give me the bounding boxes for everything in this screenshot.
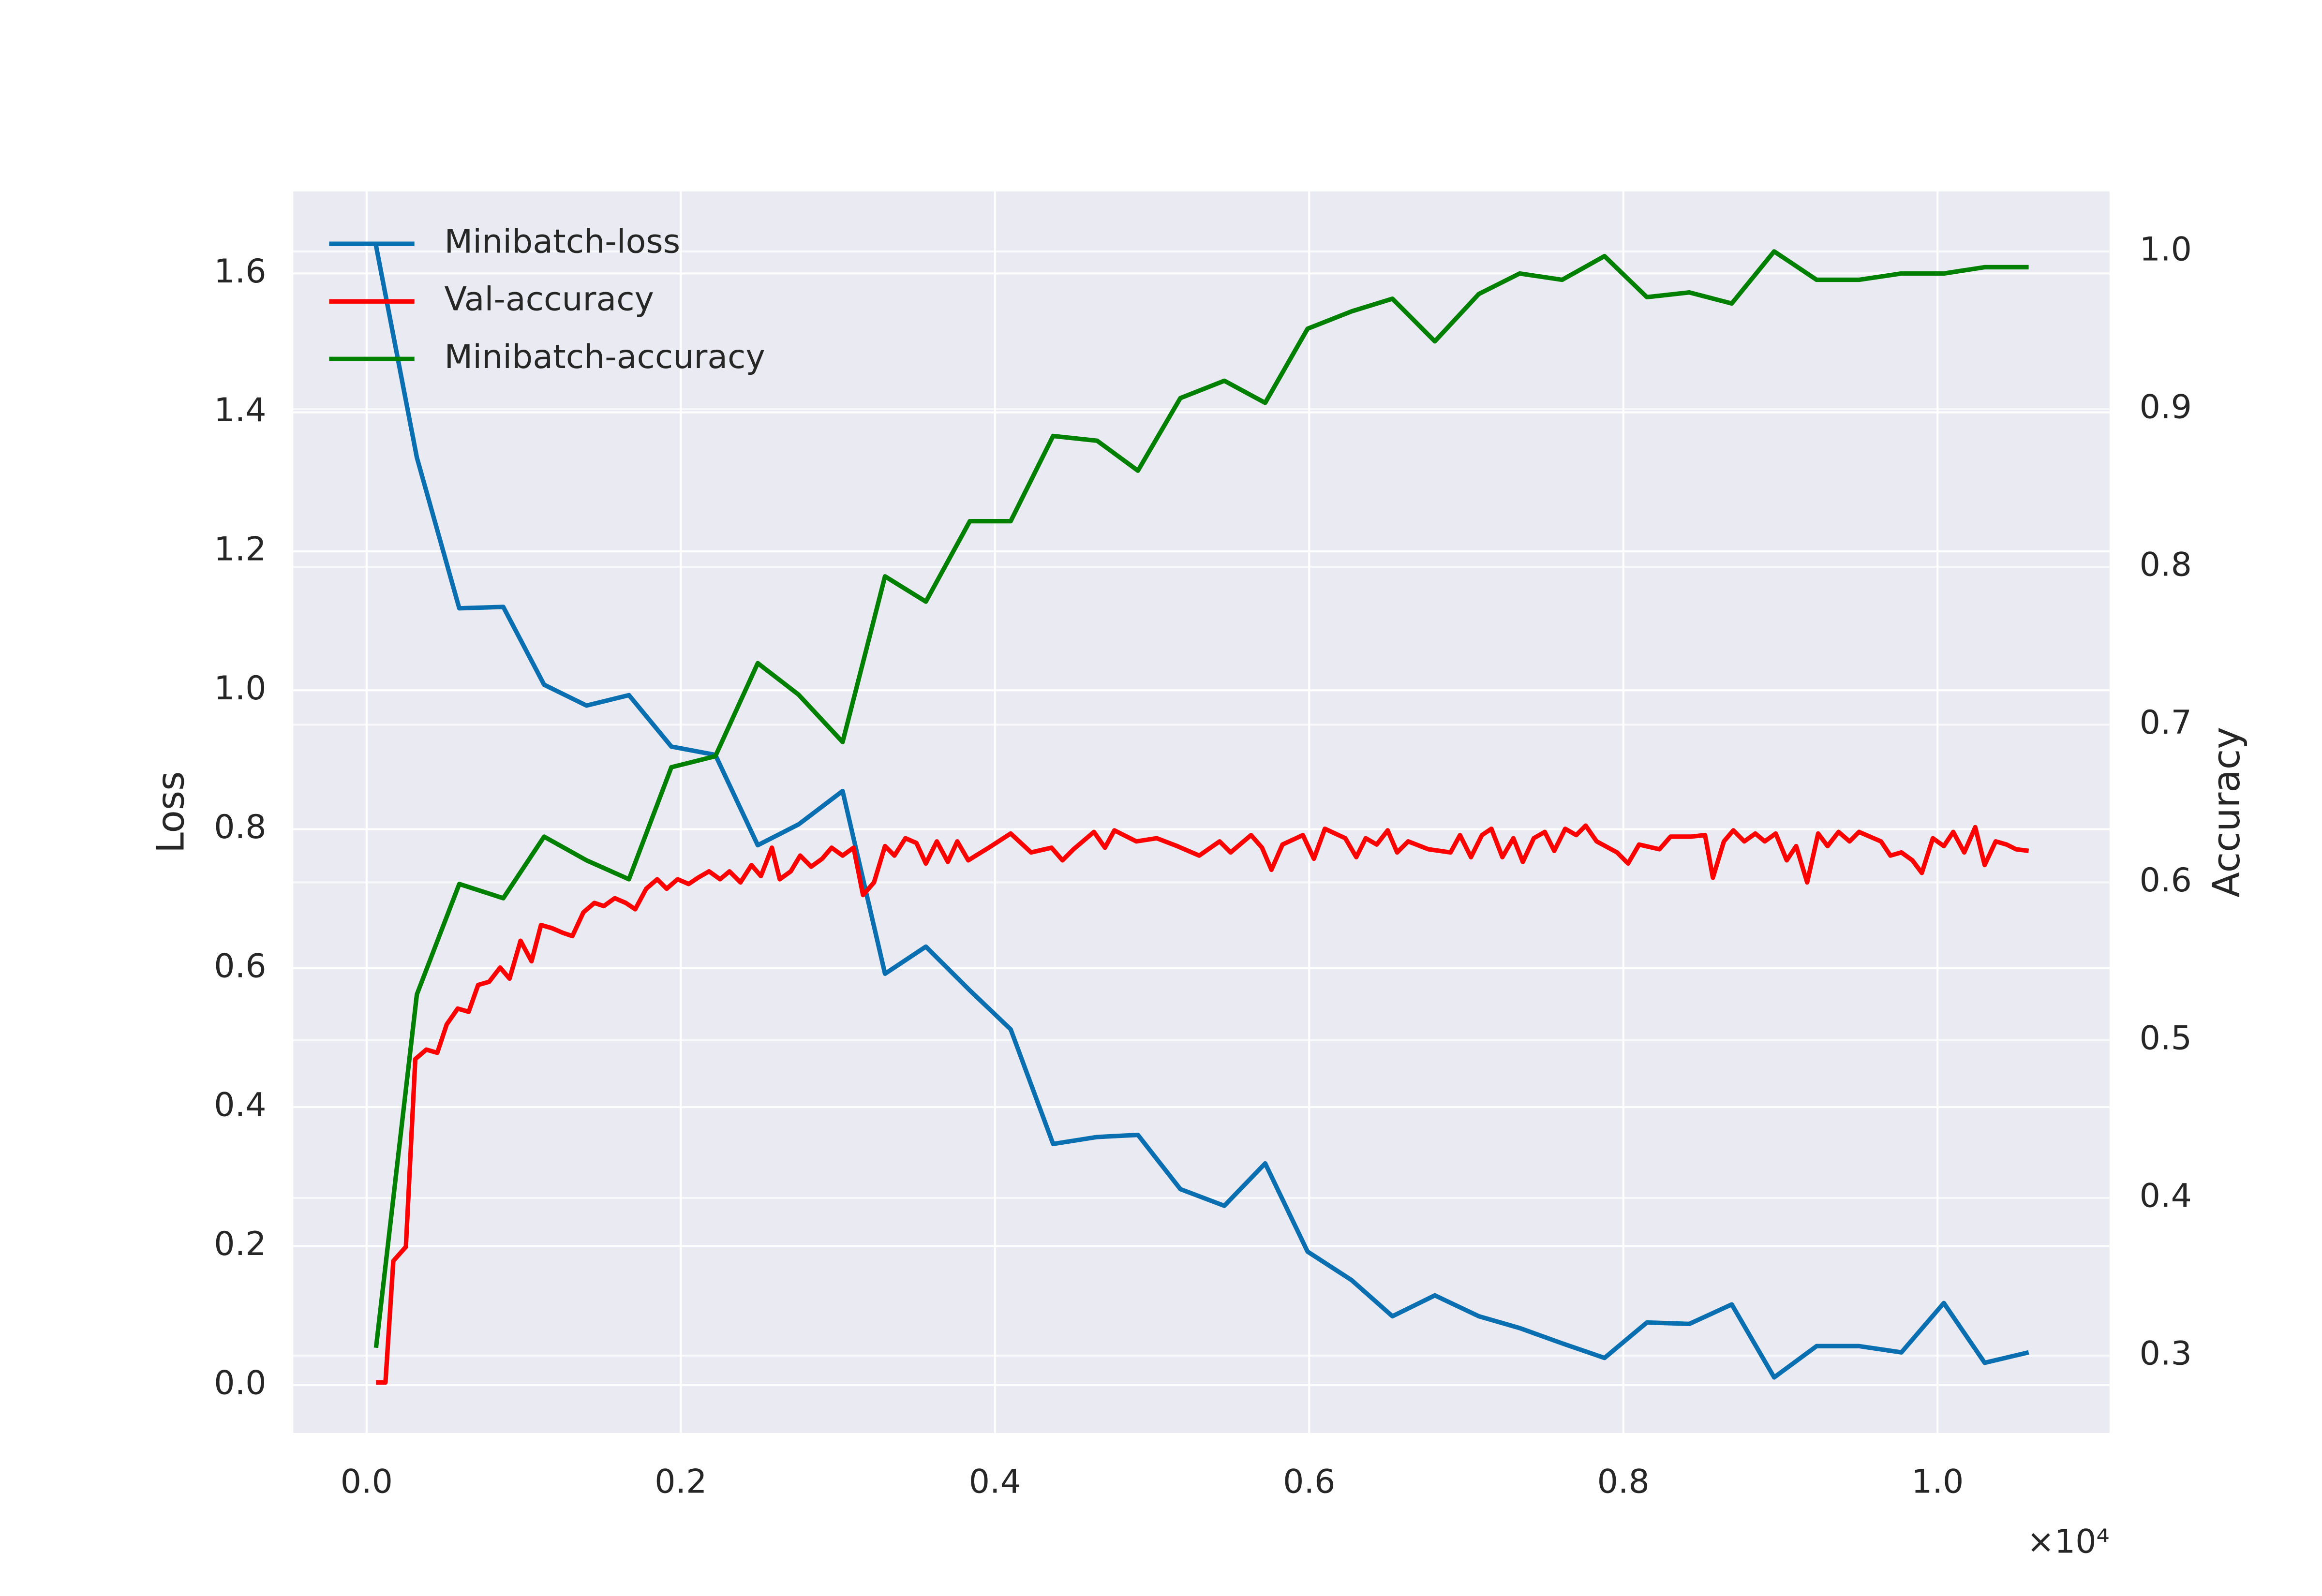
- y-tick-label: 0.4: [214, 1086, 266, 1124]
- plot-area: [293, 191, 2110, 1433]
- y2-tick-label: 0.4: [2140, 1177, 2192, 1215]
- legend-label: Val-accuracy: [445, 281, 654, 319]
- y2-tick-label: 0.8: [2140, 546, 2192, 584]
- x-tick-label: 0.2: [655, 1463, 707, 1501]
- x-tick-label: 0.0: [341, 1463, 393, 1501]
- y2-tick-label: 0.5: [2140, 1019, 2192, 1057]
- series-line: [373, 245, 2029, 1380]
- y2-tick-label: 0.9: [2140, 388, 2192, 427]
- y2-tick-label: 0.6: [2140, 861, 2192, 900]
- y-tick-label: 1.0: [214, 669, 266, 708]
- series-line: [373, 249, 2029, 1348]
- y2-axis-title: Accuracy: [2205, 727, 2248, 898]
- legend-label: Minibatch-accuracy: [445, 338, 765, 376]
- y-tick-label: 0.0: [214, 1364, 266, 1402]
- x-tick-label: 0.6: [1283, 1463, 1335, 1501]
- y2-tick-label: 1.0: [2140, 230, 2192, 268]
- y-tick-label: 0.6: [214, 947, 266, 985]
- legend-label: Minibatch-loss: [445, 223, 681, 261]
- x-tick-label: 1.0: [1911, 1463, 1964, 1501]
- y2-tick-label: 0.7: [2140, 704, 2192, 742]
- y-tick-label: 1.4: [214, 391, 266, 429]
- x-offset-label: ×10⁴: [2027, 1522, 2110, 1561]
- y-tick-label: 0.2: [214, 1225, 266, 1263]
- y2-tick-label: 0.3: [2140, 1335, 2192, 1373]
- labels: 0.0 0.2 0.4 0.6 0.8 1.0 0.0 0.2 0.4 0.6 0.8 1.0 1.2 1…: [214, 223, 2192, 1501]
- y-tick-label: 0.8: [214, 808, 266, 846]
- y-tick-label: 1.2: [214, 531, 266, 569]
- y-axis-title: Loss: [149, 771, 193, 854]
- series-line: [376, 823, 2029, 1385]
- y-tick-label: 1.6: [214, 252, 266, 291]
- lines: [373, 245, 2029, 1385]
- x-tick-label: 0.8: [1597, 1463, 1650, 1501]
- x-tick-label: 0.4: [969, 1463, 1021, 1501]
